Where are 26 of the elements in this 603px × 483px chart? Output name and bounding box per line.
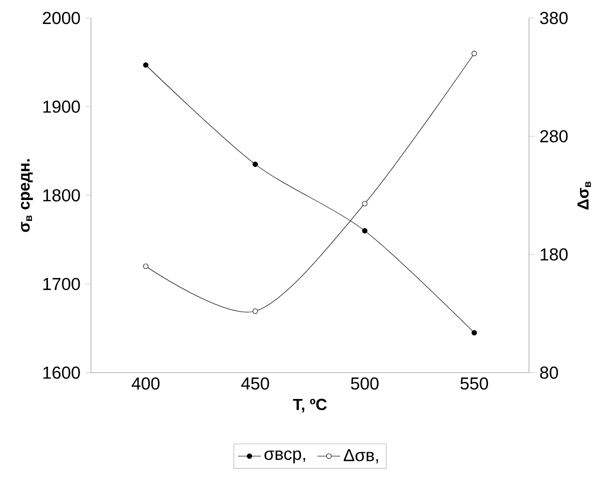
y2-tick-label: 180 xyxy=(540,248,568,261)
y2-axis-title: Δσ$_{в}$ xyxy=(577,182,591,210)
legend-label: σвср, xyxy=(264,450,306,464)
y-tick-label: 2000 xyxy=(42,12,80,24)
y2-tick-label: 280 xyxy=(540,130,568,143)
point xyxy=(362,228,368,234)
x-tick-label: 550 xyxy=(460,378,488,390)
x-tick-label: 500 xyxy=(350,378,379,390)
y-tick-label: 1800 xyxy=(43,189,80,202)
point xyxy=(143,62,148,68)
y2-tick-label: 80 xyxy=(540,366,558,379)
y-tick-label: 1900 xyxy=(43,100,80,113)
y-tick-label: 1700 xyxy=(43,278,80,290)
point xyxy=(252,162,258,168)
y2-tick-label: 380 xyxy=(540,12,568,24)
x-tick-label: 450 xyxy=(241,378,270,390)
point xyxy=(472,330,477,336)
point xyxy=(362,201,368,206)
point xyxy=(472,50,477,56)
x-tick-label: 400 xyxy=(132,378,160,390)
point xyxy=(252,308,258,314)
x-axis-title: T, ºC xyxy=(293,398,327,413)
legend-label: Δσв, xyxy=(344,449,378,464)
y-tick-label: 1600 xyxy=(43,366,80,379)
point xyxy=(143,264,148,270)
y-axis-title: σ$_{в}$ средн. xyxy=(20,159,33,232)
